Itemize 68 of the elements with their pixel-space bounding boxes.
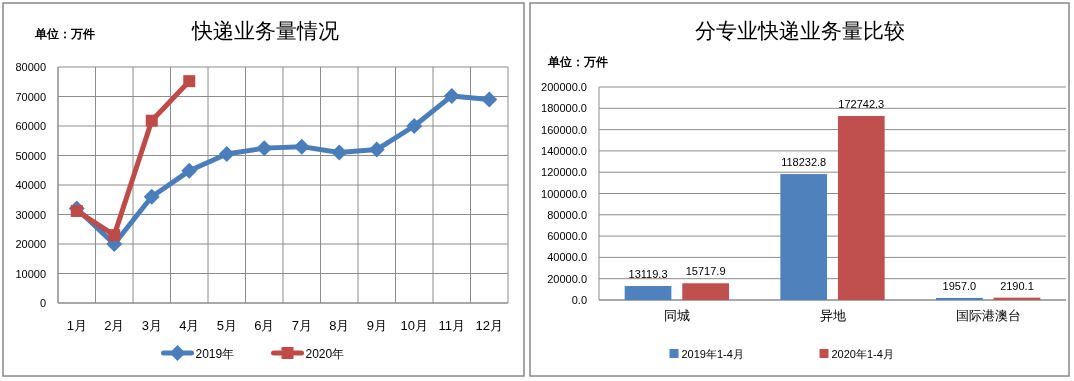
y-tick-label: 20000.0 xyxy=(547,272,587,285)
point xyxy=(70,204,83,217)
point xyxy=(443,87,460,104)
x-tick-label: 8月 xyxy=(329,318,350,333)
y-tick-label: 80000.0 xyxy=(547,208,587,221)
point xyxy=(183,75,196,88)
x-tick-label: 11月 xyxy=(438,318,465,333)
y-tick-label: 60000.0 xyxy=(547,230,587,243)
bar xyxy=(780,174,828,300)
y-tick-label: 140000.0 xyxy=(541,144,587,157)
x-tick-label: 2月 xyxy=(104,318,125,333)
bar xyxy=(936,297,983,300)
y-tick-label: 40000 xyxy=(15,179,46,191)
y-tick-label: 20000 xyxy=(15,238,46,250)
data-label: 172742.3 xyxy=(838,98,885,111)
y-tick-label: 30000 xyxy=(15,208,46,221)
chart-title: 快递业务量情况 xyxy=(190,19,339,42)
x-tick-label: 9月 xyxy=(366,318,387,333)
y-tick-label: 50000 xyxy=(15,149,46,162)
data-label: 2190.1 xyxy=(1000,279,1034,292)
bar xyxy=(837,116,885,300)
x-tick-label: 3月 xyxy=(141,318,162,333)
legend-label: 2020年1-4月 xyxy=(831,348,894,360)
x-tick-label: 5月 xyxy=(216,318,237,333)
y-tick-label: 80000 xyxy=(15,61,46,73)
point xyxy=(218,146,235,163)
y-tick-label: 160000.0 xyxy=(541,123,587,136)
y-tick-label: 0 xyxy=(39,297,46,309)
x-tick-label: 同城 xyxy=(663,308,690,323)
y-tick-label: 60000 xyxy=(15,120,46,132)
x-tick-label: 7月 xyxy=(291,318,312,333)
legend-label: 2019年 xyxy=(195,347,235,361)
point xyxy=(256,140,273,157)
y-tick-label: 0.0 xyxy=(571,294,587,306)
point xyxy=(293,138,310,155)
y-tick-label: 100000.0 xyxy=(541,187,587,200)
y-tick-label: 200000.0 xyxy=(541,81,587,93)
data-label: 1957.0 xyxy=(942,279,977,292)
text: 单位：万件 xyxy=(547,55,608,69)
point xyxy=(481,91,498,108)
data-label: 15717.9 xyxy=(685,265,726,278)
data-label: 13119.3 xyxy=(628,268,668,281)
y-tick-label: 10000 xyxy=(15,267,46,280)
legend-label: 2020年 xyxy=(305,347,345,361)
x-tick-label: 12月 xyxy=(475,318,503,333)
bar xyxy=(682,283,729,300)
text: 单位：万件 xyxy=(34,27,95,41)
data-label: 118232.8 xyxy=(781,156,827,169)
x-tick-label: 1月 xyxy=(66,318,87,333)
bar xyxy=(624,286,672,300)
point xyxy=(181,162,198,179)
y-tick-label: 120000.0 xyxy=(541,166,587,179)
legend-label: 2019年1-4月 xyxy=(681,348,744,360)
y-tick-label: 40000.0 xyxy=(547,251,587,264)
point xyxy=(143,188,160,205)
point xyxy=(368,141,385,158)
x-tick-label: 国际港澳台 xyxy=(955,308,1021,323)
x-tick-label: 异地 xyxy=(819,308,846,323)
point xyxy=(145,114,158,127)
x-tick-label: 4月 xyxy=(179,318,200,333)
y-tick-label: 180000.0 xyxy=(541,102,587,115)
x-tick-label: 10月 xyxy=(400,318,428,333)
y-tick-label: 70000 xyxy=(15,90,46,103)
point xyxy=(108,229,121,242)
chart-title: 分专业快递业务量比较 xyxy=(695,19,905,42)
point xyxy=(331,144,348,161)
point xyxy=(406,118,423,134)
x-tick-label: 6月 xyxy=(254,318,275,333)
